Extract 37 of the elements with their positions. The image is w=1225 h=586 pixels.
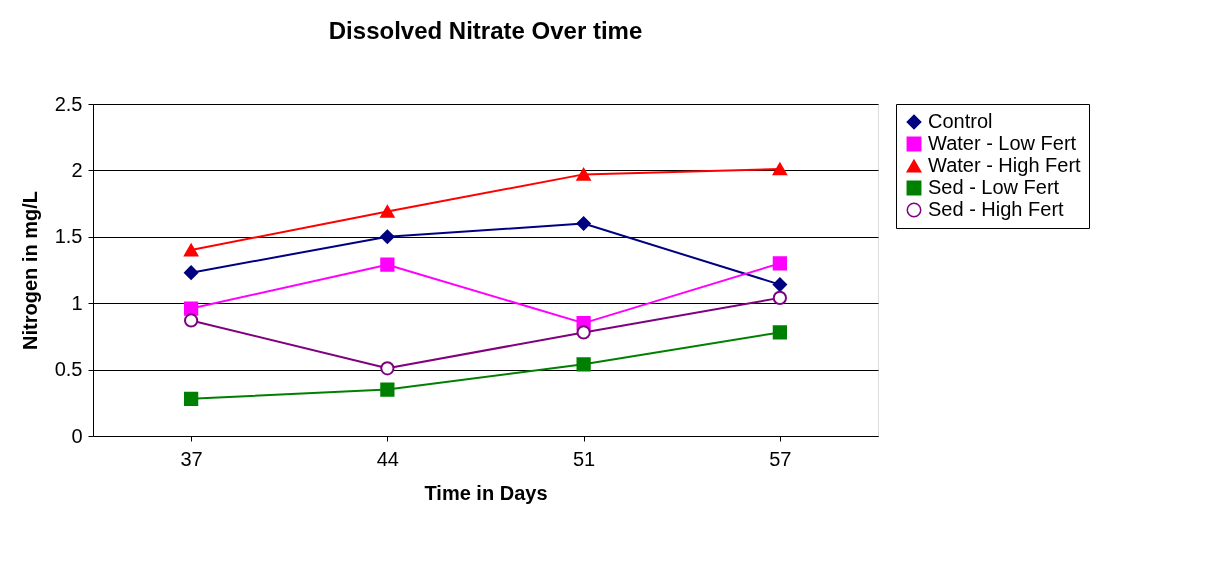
legend-label: Water - High Fert (928, 154, 1082, 176)
point (772, 290, 787, 305)
point (184, 301, 199, 316)
point (380, 257, 395, 272)
legend-label: Sed - High Fert (928, 198, 1065, 220)
legend-label: Water - Low Fert (928, 132, 1077, 154)
point (380, 229, 395, 244)
point (576, 168, 591, 181)
point (772, 162, 787, 176)
x-axis-title: Time in Days (424, 481, 548, 504)
point (576, 325, 591, 340)
point (380, 205, 395, 218)
point (380, 382, 395, 397)
chart-title: Dissolved Nitrate Over time (328, 17, 643, 44)
point (184, 313, 199, 328)
point (576, 357, 591, 372)
x-tick-label: 44 (376, 447, 399, 470)
point (184, 243, 199, 257)
y-tick-label: 0.5 (54, 358, 83, 381)
point (772, 256, 787, 271)
point (184, 265, 199, 280)
legend-label: Sed - Low Fert (928, 176, 1060, 198)
legend-label: Control (928, 110, 993, 132)
point (380, 361, 395, 376)
point (184, 391, 199, 406)
y-tick-label: 1.5 (54, 225, 83, 248)
y-tick-label: 2.5 (54, 92, 83, 115)
point (772, 325, 787, 340)
x-tick-label: 51 (573, 447, 596, 470)
point (576, 216, 591, 231)
y-tick-label: 1 (71, 291, 83, 314)
point (772, 277, 787, 292)
y-axis-title: Nitrogen in mg/L (18, 191, 41, 350)
y-tick-label: 0 (71, 424, 83, 447)
x-tick-label: 57 (769, 447, 792, 470)
x-tick-label: 37 (180, 447, 203, 470)
y-tick-label: 2 (71, 158, 83, 181)
